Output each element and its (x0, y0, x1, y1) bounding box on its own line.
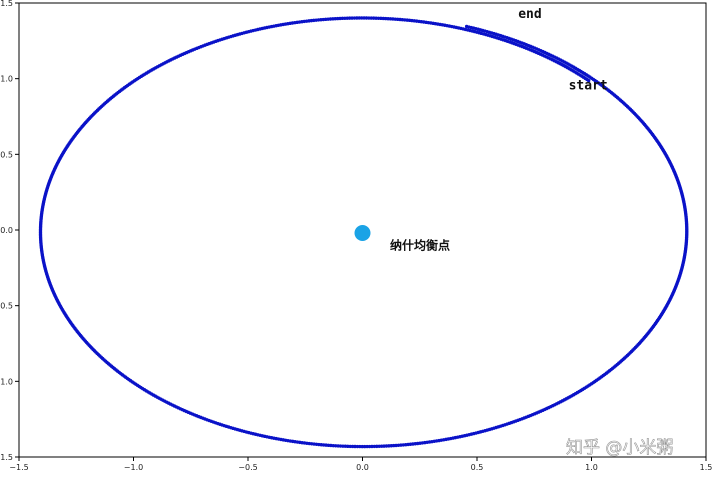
trajectory-point (383, 16, 388, 21)
x-tick-label: −1.0 (124, 463, 143, 472)
trajectory-point (387, 444, 391, 448)
trajectory-point (329, 443, 333, 448)
trajectory-point (364, 16, 369, 20)
watermark-text: 知乎 @小米粥 (566, 438, 673, 458)
trajectory-point (379, 444, 384, 448)
trajectory-point (333, 17, 337, 21)
y-tick-label: 1.0 (0, 75, 13, 84)
trajectory-point (357, 16, 361, 20)
trajectory-point (367, 16, 371, 20)
trajectory-point (365, 444, 369, 449)
trajectory-point (343, 16, 347, 20)
trajectory-point (350, 444, 355, 449)
trajectory-point (464, 24, 469, 29)
trajectory-point (389, 444, 393, 448)
trajectory-point (341, 444, 345, 448)
x-axis-ticks: −1.5 −1.0 −0.5 0.0 0.5 1.0 1.5 (9, 457, 712, 472)
trajectory-point (391, 443, 396, 448)
x-tick-label: 0.5 (471, 463, 484, 472)
trajectory-point (370, 444, 374, 449)
trajectory-point (382, 444, 386, 448)
y-tick-label: −1.5 (0, 453, 13, 462)
trajectory-point (350, 16, 354, 20)
trajectory-point (336, 444, 340, 448)
trajectory-point (353, 444, 357, 449)
trajectory-point (355, 444, 360, 449)
y-tick-label: 0.5 (0, 150, 13, 159)
trajectory-point (376, 16, 381, 20)
annotation-start: start (569, 78, 608, 93)
trajectory-point (331, 443, 335, 448)
trajectory-point (362, 16, 366, 20)
trajectory-point (338, 444, 343, 448)
y-tick-label: 1.5 (0, 0, 13, 8)
trajectory-point (372, 444, 377, 449)
trajectory-point (381, 16, 386, 21)
trajectory-point (374, 16, 378, 20)
y-tick-label: −1.0 (0, 377, 13, 386)
trajectory-point (362, 444, 367, 449)
trajectory-point (359, 16, 364, 20)
trajectory-point (333, 444, 338, 448)
x-tick-label: 0.0 (356, 463, 369, 472)
trajectory-point (343, 444, 348, 448)
y-axis-ticks: −1.5 −1.0 −0.5 0.0 0.5 1.0 1.5 (0, 0, 19, 462)
trajectory-points (38, 16, 689, 449)
x-tick-label: −1.5 (9, 463, 28, 472)
trajectory-point (386, 16, 390, 21)
trajectory-point (379, 16, 383, 21)
x-tick-label: 1.0 (585, 463, 598, 472)
trajectory-point (384, 444, 389, 448)
annotation-equilibrium: 纳什均衡点 (390, 238, 450, 253)
trajectory-point (347, 16, 352, 20)
trajectory-point (348, 444, 352, 449)
trajectory-point (355, 16, 359, 20)
y-tick-label: 0.0 (0, 226, 13, 235)
x-tick-label: −0.5 (238, 463, 257, 472)
trajectory-point (369, 16, 373, 20)
equilibrium-point (354, 225, 371, 242)
trajectory-point (345, 16, 349, 20)
trajectory-point (360, 444, 364, 449)
trajectory-point (338, 16, 342, 21)
x-tick-label: 1.5 (700, 463, 713, 472)
trajectory-point (358, 444, 362, 449)
trajectory-point (372, 16, 376, 20)
y-tick-label: −0.5 (0, 302, 13, 311)
annotation-end: end (518, 7, 541, 22)
trajectory-point (388, 17, 393, 21)
trajectory-point (377, 444, 381, 449)
trajectory-point (367, 444, 372, 449)
trajectory-point (375, 444, 379, 449)
trajectory-point (335, 16, 340, 21)
trajectory-point (346, 444, 350, 449)
trajectory-point (352, 16, 357, 20)
trajectory-point (340, 16, 345, 21)
